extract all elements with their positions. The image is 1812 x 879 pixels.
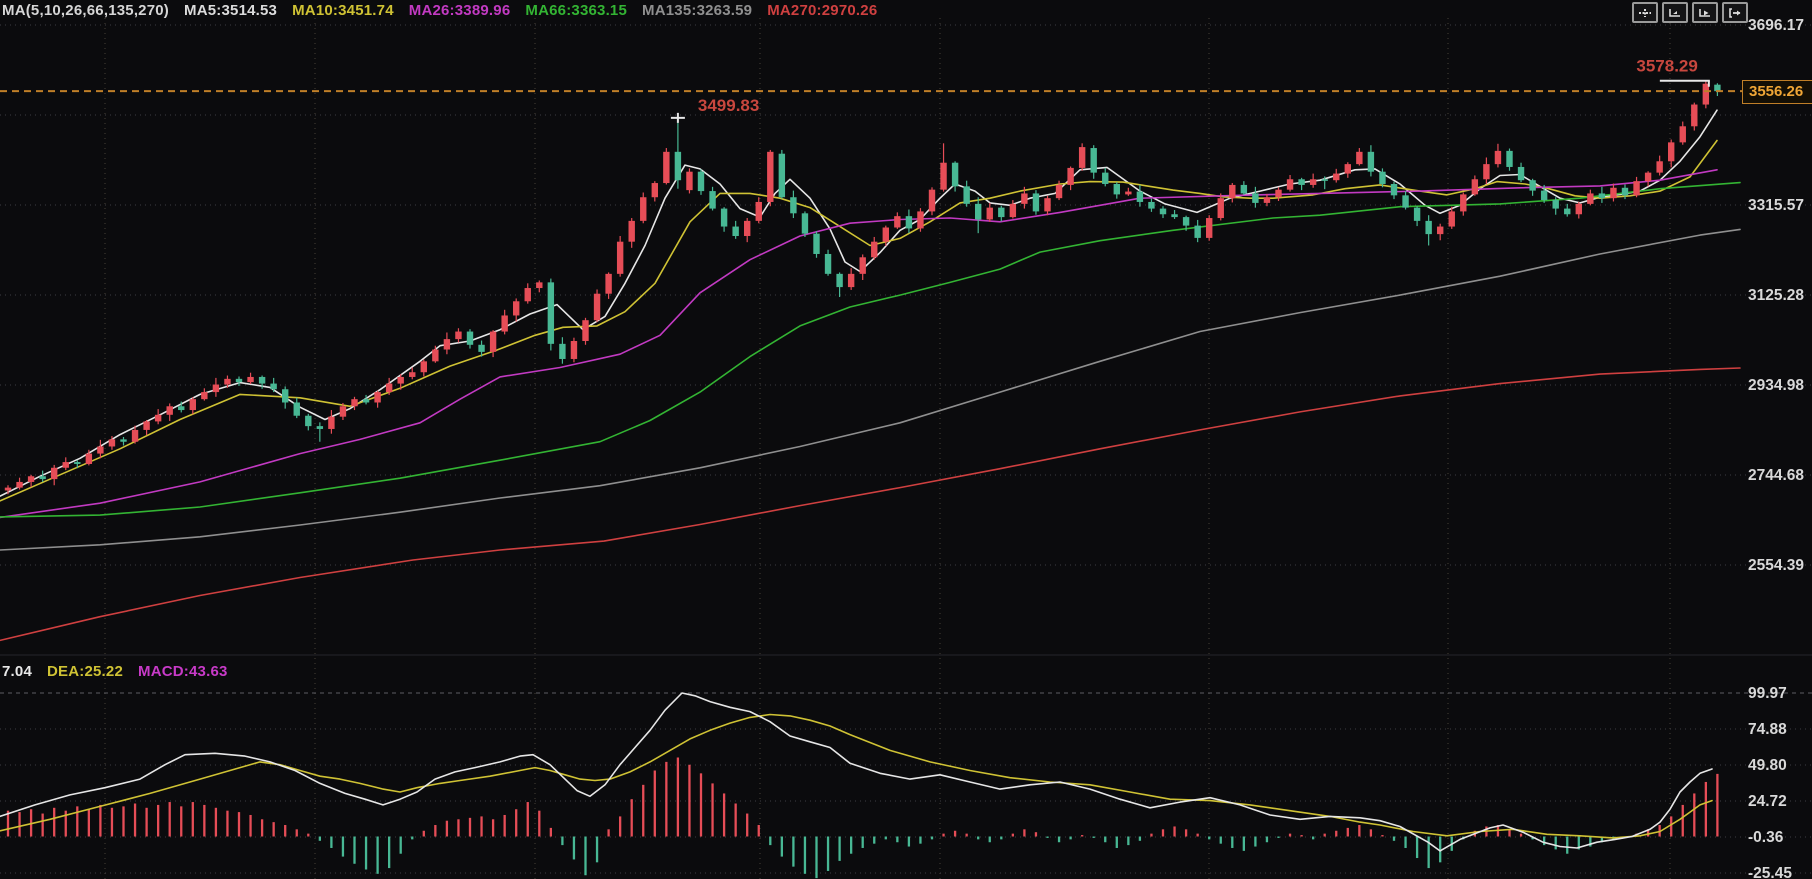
chart-toolbar	[1632, 2, 1748, 23]
scale-back-icon[interactable]	[1662, 2, 1688, 23]
macd-axis-label: 74.88	[1748, 721, 1787, 738]
macd-axis-label: 49.80	[1748, 757, 1787, 774]
macd-legend-item: DEA:25.22	[47, 663, 124, 680]
macd-axis-label: 24.72	[1748, 793, 1787, 810]
current-price-tag: 3556.26	[1742, 80, 1812, 105]
exit-chart-icon[interactable]	[1722, 2, 1748, 23]
macd-axis-label: -25.45	[1748, 865, 1792, 879]
macd-legend-item: MACD:43.63	[138, 663, 228, 680]
ma-legend-item: MA10:3451.74	[292, 2, 394, 19]
ma-legend-item: MA270:2970.26	[767, 2, 878, 19]
price-axis-label: 3125.28	[1748, 287, 1804, 304]
price-axis-label: 2934.98	[1748, 377, 1804, 394]
ma-legend-item: MA5:3514.53	[184, 2, 278, 19]
ma-legend-item: MA66:3363.15	[525, 2, 628, 19]
scale-forward-icon[interactable]	[1692, 2, 1718, 23]
peak-price-label: 3499.83	[698, 96, 759, 115]
macd-axis-label: -0.36	[1748, 829, 1784, 846]
price-axis-label: 2554.39	[1748, 557, 1804, 574]
macd-legend: 7.04 DEA:25.22 MACD:43.63	[2, 663, 228, 680]
price-axis-label: 3696.17	[1748, 17, 1804, 34]
macd-legend-item: 7.04	[2, 663, 32, 680]
high-price-label: 3578.29	[1636, 57, 1697, 76]
price-axis-label: 2744.68	[1748, 467, 1804, 484]
pan-crosshair-icon[interactable]	[1632, 2, 1658, 23]
ma-legend-item: MA135:3263.59	[642, 2, 753, 19]
ma-legend-item: MA26:3389.96	[408, 2, 511, 19]
price-axis-label: 3315.57	[1748, 197, 1804, 214]
ma-legend: MA(5,10,26,66,135,270) MA5:3514.53 MA10:34…	[2, 2, 877, 19]
ma-legend-item: MA(5,10,26,66,135,270)	[2, 2, 170, 19]
macd-axis-label: 99.97	[1748, 685, 1787, 702]
